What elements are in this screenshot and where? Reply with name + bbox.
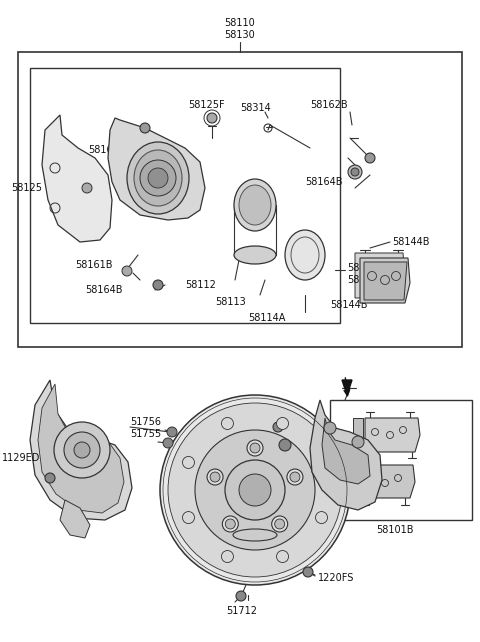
Text: 58130: 58130 <box>225 30 255 40</box>
Circle shape <box>45 473 55 483</box>
Circle shape <box>250 443 260 453</box>
Circle shape <box>276 551 288 562</box>
Polygon shape <box>360 258 410 303</box>
Polygon shape <box>350 465 358 498</box>
Text: 58161B: 58161B <box>75 260 112 270</box>
Circle shape <box>222 516 238 532</box>
Ellipse shape <box>285 230 325 280</box>
Text: 58113: 58113 <box>215 297 246 307</box>
Text: 58101B: 58101B <box>376 525 414 535</box>
Circle shape <box>351 168 359 176</box>
Circle shape <box>210 472 220 482</box>
Ellipse shape <box>234 246 276 264</box>
Circle shape <box>148 168 168 188</box>
Polygon shape <box>60 500 90 538</box>
Circle shape <box>82 183 92 193</box>
Text: 58110: 58110 <box>225 18 255 28</box>
Text: 58162B: 58162B <box>310 100 348 110</box>
Text: 58125: 58125 <box>11 183 42 193</box>
Text: 1360GJ: 1360GJ <box>230 413 265 423</box>
Text: 51756: 51756 <box>130 417 161 427</box>
Text: 58181: 58181 <box>347 275 378 285</box>
Circle shape <box>225 460 285 520</box>
Text: 58114A: 58114A <box>248 313 286 323</box>
Circle shape <box>315 456 327 469</box>
Text: 58144B: 58144B <box>392 237 430 247</box>
Polygon shape <box>30 380 132 520</box>
Circle shape <box>54 422 110 478</box>
Circle shape <box>182 512 194 524</box>
Polygon shape <box>42 115 112 242</box>
Circle shape <box>247 440 263 456</box>
Bar <box>18 52 462 347</box>
Circle shape <box>221 417 233 429</box>
Text: 58314: 58314 <box>240 103 271 113</box>
Circle shape <box>168 403 342 577</box>
Ellipse shape <box>233 529 277 541</box>
Circle shape <box>324 422 336 434</box>
Circle shape <box>207 469 223 485</box>
Circle shape <box>167 427 177 437</box>
Text: 58144B: 58144B <box>330 300 368 310</box>
Circle shape <box>290 472 300 482</box>
Text: 51712: 51712 <box>227 606 257 616</box>
Polygon shape <box>360 465 415 498</box>
Text: 58164B: 58164B <box>305 177 343 187</box>
Text: 58163B: 58163B <box>88 145 125 155</box>
Text: 1220FS: 1220FS <box>318 573 354 583</box>
Polygon shape <box>365 418 420 452</box>
Ellipse shape <box>234 179 276 231</box>
Circle shape <box>207 113 217 123</box>
Text: 58164B: 58164B <box>85 285 122 295</box>
Polygon shape <box>342 380 352 395</box>
Text: 58180: 58180 <box>347 263 378 273</box>
Text: 1129ED: 1129ED <box>1 453 40 463</box>
Text: 58151B: 58151B <box>225 433 263 443</box>
Bar <box>30 68 340 323</box>
Text: 58112: 58112 <box>185 280 216 290</box>
Text: 51755: 51755 <box>130 429 161 439</box>
Circle shape <box>74 442 90 458</box>
Circle shape <box>315 512 327 524</box>
Circle shape <box>287 469 303 485</box>
Circle shape <box>225 519 235 529</box>
Polygon shape <box>108 118 205 220</box>
Polygon shape <box>310 400 382 510</box>
Circle shape <box>122 266 132 276</box>
Text: 58125F: 58125F <box>188 100 225 110</box>
Circle shape <box>64 432 100 468</box>
Polygon shape <box>353 418 363 452</box>
Circle shape <box>272 516 288 532</box>
Circle shape <box>303 567 313 577</box>
Polygon shape <box>322 418 370 484</box>
Circle shape <box>153 280 163 290</box>
Circle shape <box>365 153 375 163</box>
Ellipse shape <box>134 150 182 206</box>
Circle shape <box>276 417 288 429</box>
Circle shape <box>275 519 285 529</box>
Polygon shape <box>364 262 407 300</box>
Circle shape <box>140 160 176 196</box>
Circle shape <box>279 439 291 451</box>
Circle shape <box>221 551 233 562</box>
Ellipse shape <box>239 185 271 225</box>
Circle shape <box>273 422 283 432</box>
Circle shape <box>140 123 150 133</box>
Circle shape <box>236 591 246 601</box>
Circle shape <box>163 438 173 448</box>
Polygon shape <box>355 253 405 298</box>
Polygon shape <box>38 384 124 513</box>
Circle shape <box>160 395 350 585</box>
Circle shape <box>195 430 315 550</box>
Circle shape <box>239 474 271 506</box>
Circle shape <box>348 165 362 179</box>
Ellipse shape <box>127 142 189 214</box>
Circle shape <box>352 436 364 448</box>
Circle shape <box>182 456 194 469</box>
Bar <box>330 400 472 520</box>
